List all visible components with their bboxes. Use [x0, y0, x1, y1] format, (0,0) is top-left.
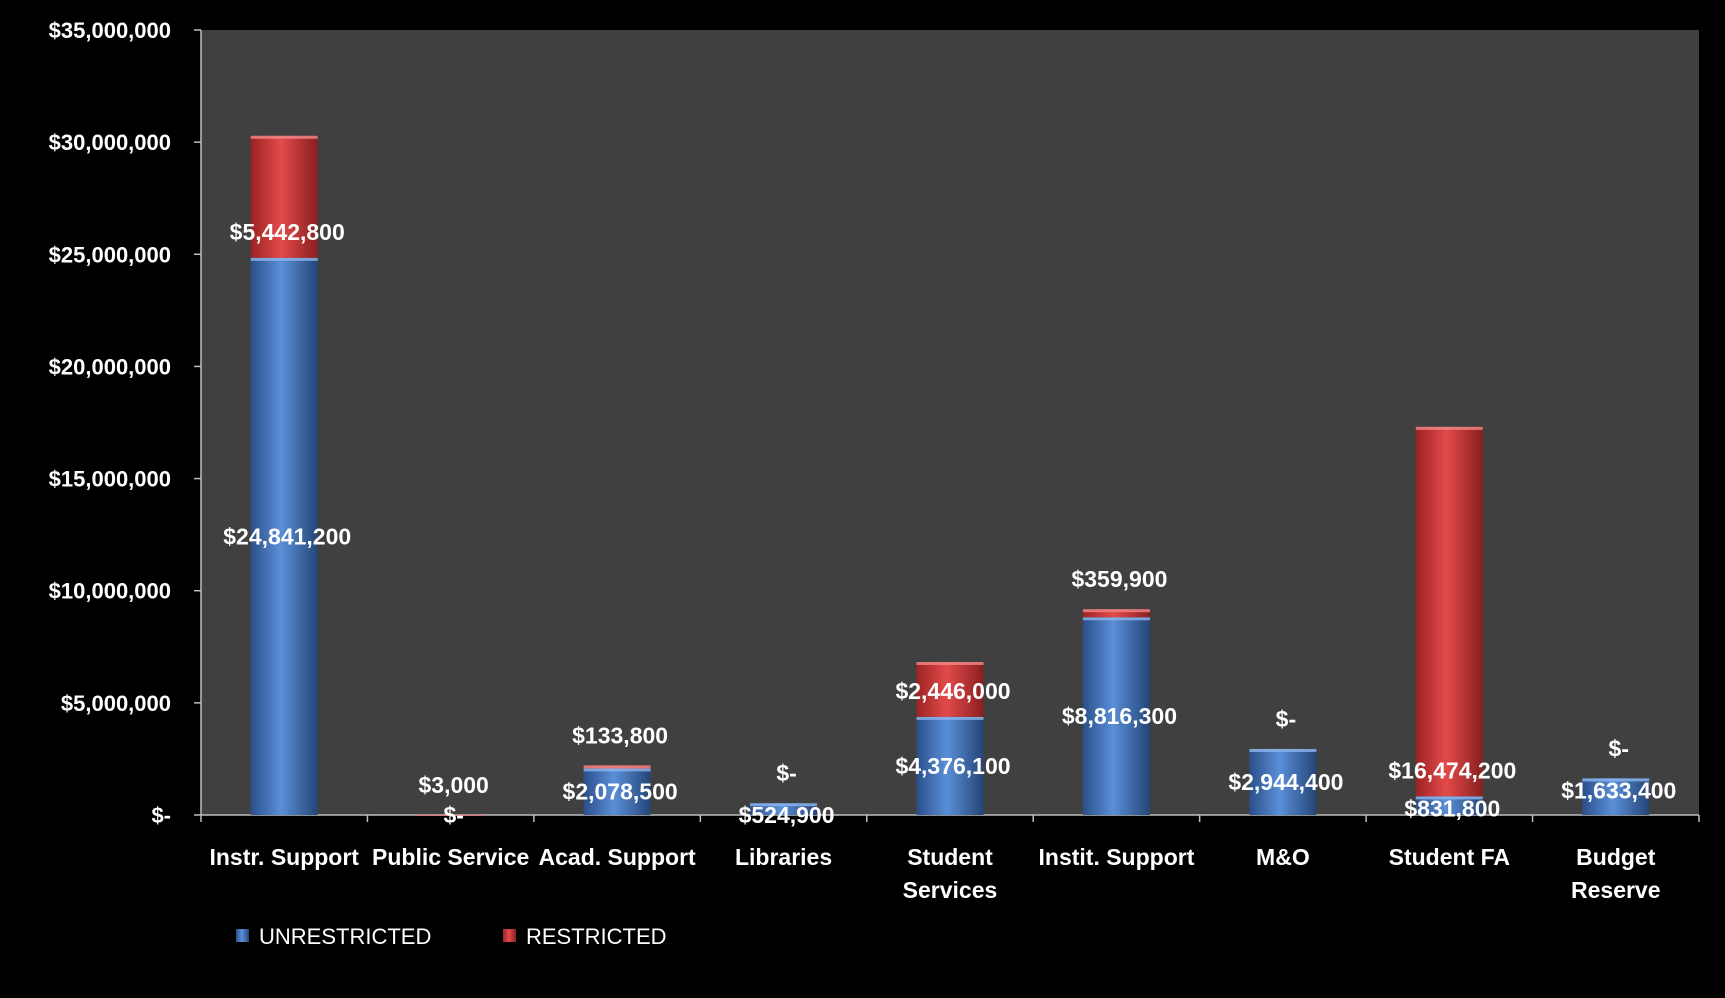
bar-unrestricted	[1249, 748, 1317, 815]
data-label-unrestricted: $8,816,300	[1062, 703, 1177, 729]
y-tick-label: $35,000,000	[49, 18, 171, 43]
data-label-restricted: $5,442,800	[230, 219, 345, 245]
bar-highlight	[1082, 609, 1150, 613]
y-tick-label: $25,000,000	[49, 242, 171, 267]
bar-unrestricted	[1582, 778, 1650, 815]
legend-item-unrestricted: UNRESTRICTED	[236, 924, 431, 949]
data-labels: $24,841,200 $- $2,078,500 $524,900 $4,376,10…	[223, 219, 1676, 828]
y-tick-label: $20,000,000	[49, 354, 171, 379]
legend-swatch	[503, 929, 516, 942]
y-tick-label: $5,000,000	[61, 691, 171, 716]
data-label-restricted: $-	[1609, 735, 1629, 761]
data-label-unrestricted: $24,841,200	[223, 523, 351, 549]
x-tick-label: Instr. Support	[209, 844, 359, 870]
bar-highlight	[583, 765, 651, 769]
bar-restricted	[1415, 426, 1483, 797]
x-tick-label: Instit. Support	[1039, 844, 1195, 870]
bar-highlight	[1082, 617, 1150, 621]
bar-highlight	[1415, 796, 1483, 800]
bar-restricted	[250, 135, 318, 258]
bar-restricted	[1082, 609, 1150, 618]
bar-highlight	[1582, 778, 1650, 782]
data-label-unrestricted: $1,633,400	[1561, 777, 1676, 803]
x-tick-label: Libraries	[735, 844, 832, 870]
x-axis: Instr. Support Public Service Acad. Suppor…	[200, 814, 1700, 903]
legend-label: UNRESTRICTED	[259, 924, 431, 949]
bar-highlight	[417, 814, 485, 816]
bar-unrestricted	[583, 768, 651, 815]
data-label-restricted: $2,446,000	[895, 678, 1010, 704]
data-label-unrestricted: $4,376,100	[895, 753, 1010, 779]
x-tick-label: Student FA	[1389, 844, 1510, 870]
bar-unrestricted	[1415, 796, 1483, 815]
data-label-restricted: $359,900	[1071, 566, 1167, 592]
data-label-restricted: $3,000	[418, 772, 488, 798]
bar-highlight	[916, 716, 984, 720]
y-tick-label: $30,000,000	[49, 130, 171, 155]
bar-highlight	[583, 768, 651, 772]
data-label-restricted: $133,800	[572, 722, 668, 748]
legend-item-restricted: RESTRICTED	[503, 924, 667, 949]
data-label-unrestricted: $-	[443, 802, 463, 828]
bar-highlight	[1249, 748, 1317, 752]
x-tick-label: Student Services	[903, 844, 998, 903]
data-label-unrestricted: $524,900	[739, 802, 835, 828]
bar-unrestricted	[750, 803, 818, 815]
bar-unrestricted	[916, 716, 984, 815]
x-tick-label: M&O	[1256, 844, 1310, 870]
bar-restricted	[916, 661, 984, 717]
bar-highlight	[1415, 426, 1483, 430]
legend-label: RESTRICTED	[526, 924, 667, 949]
legend: UNRESTRICTED RESTRICTED	[236, 924, 667, 949]
y-tick-label: $15,000,000	[49, 467, 171, 492]
bar-highlight	[250, 257, 318, 261]
x-tick-label: Public Service	[372, 844, 529, 870]
legend-swatch	[236, 929, 249, 942]
data-label-restricted: $16,474,200	[1388, 757, 1516, 783]
data-label-unrestricted: $831,800	[1404, 795, 1500, 821]
x-tick-label: Acad. Support	[539, 844, 697, 870]
data-label-restricted: $-	[1276, 706, 1296, 732]
data-label-unrestricted: $2,944,400	[1228, 769, 1343, 795]
y-axis: $- $5,000,000 $10,000,000 $15,000,000 $20,00…	[49, 18, 202, 828]
bar-highlight	[750, 803, 818, 807]
bars	[250, 135, 1650, 816]
y-tick-label: $10,000,000	[49, 579, 171, 604]
bar-highlight	[250, 135, 318, 139]
bar-unrestricted	[1082, 617, 1150, 815]
bar-highlight	[916, 661, 984, 665]
y-tick-label: $-	[151, 803, 171, 828]
data-label-restricted: $-	[776, 760, 796, 786]
x-tick-label: Budget Reserve	[1571, 844, 1661, 903]
bar-unrestricted	[250, 257, 318, 815]
data-label-unrestricted: $2,078,500	[563, 779, 678, 805]
